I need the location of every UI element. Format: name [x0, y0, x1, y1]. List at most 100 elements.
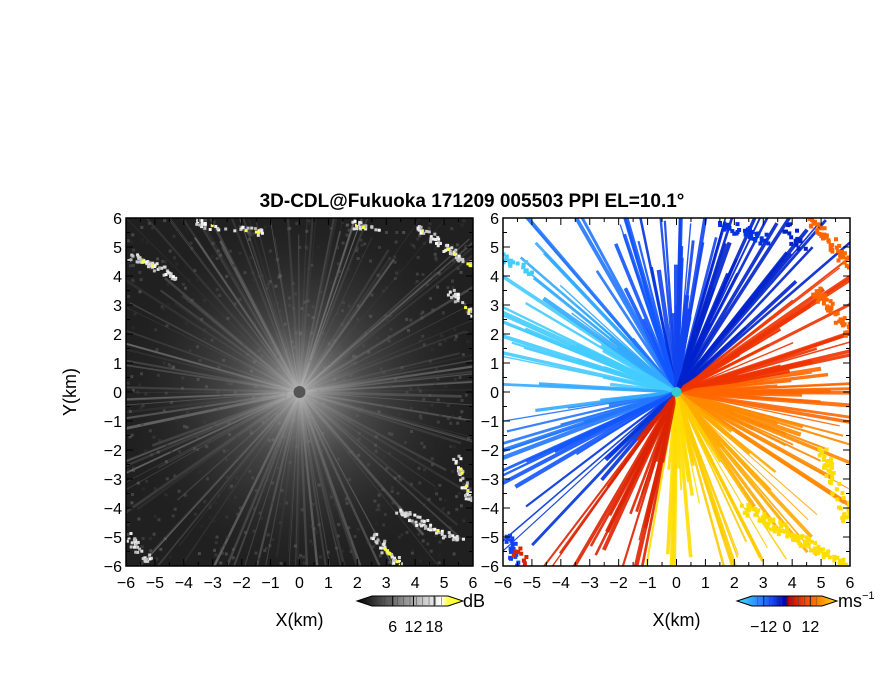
reflectivity-echo-pixel — [457, 466, 460, 470]
reflectivity-echo-pixel — [434, 238, 438, 241]
reflectivity-echo-strong — [244, 229, 248, 233]
velocity-echo-pixel — [521, 558, 526, 563]
velocity-ray — [503, 351, 677, 394]
reflectivity-echo-pixel — [260, 231, 264, 235]
reflectivity-echo-pixel — [436, 236, 440, 239]
x-tick-label: 0 — [672, 575, 681, 592]
reflectivity-echo-pixel — [146, 260, 150, 263]
reflectivity-echo-pixel — [171, 275, 175, 279]
reflectivity-echo-pixel — [450, 296, 453, 299]
velocity-echo-pixel — [840, 319, 845, 323]
reflectivity-echo-pixel — [133, 545, 136, 549]
reflectivity-echo-pixel — [433, 232, 437, 236]
reflectivity-echo-pixel — [456, 296, 460, 300]
reflectivity-echo-strong — [420, 229, 424, 233]
velocity-echo-pixel — [838, 506, 843, 511]
reflectivity-echo-pixel — [470, 314, 473, 318]
y-tick-label: −4 — [481, 501, 499, 518]
velocity-ray — [661, 391, 678, 463]
reflectivity-echo-pixel — [424, 525, 428, 529]
velocity-echo-pixel — [524, 260, 529, 265]
velocity-echo-pixel — [791, 537, 796, 542]
reflectivity-echo-pixel — [457, 259, 461, 263]
reflectivity-colorbar-label: 12 — [405, 619, 423, 636]
velocity-echo-pixel — [753, 512, 758, 517]
reflectivity-echo-strong — [387, 551, 391, 555]
velocity-echo-pixel — [521, 265, 526, 270]
velocity-ray — [525, 390, 678, 463]
velocity-echo-pixel — [822, 465, 827, 470]
velocity-echo-pixel — [826, 549, 831, 554]
velocity-colorbar-label: 0 — [783, 619, 792, 636]
velocity-echo-pixel — [804, 535, 809, 540]
reflectivity-echo-pixel — [134, 550, 138, 554]
reflectivity-echo-pixel — [173, 277, 177, 281]
velocity-echo-pixel — [841, 519, 846, 524]
reflectivity-echo-pixel — [216, 227, 220, 231]
velocity-echo-pixel — [845, 330, 850, 335]
velocity-echo-pixel — [810, 218, 814, 222]
velocity-echo-pixel — [798, 544, 803, 549]
velocity-echo-pixel — [817, 232, 822, 236]
reflectivity-colorbar-label: 18 — [425, 619, 443, 636]
velocity-echo-pixel — [846, 508, 850, 513]
velocity-ticks — [502, 217, 851, 567]
reflectivity-echo-pixel — [158, 266, 162, 270]
velocity-echo-pixel — [508, 555, 513, 560]
velocity-echo-pixel — [804, 541, 808, 546]
velocity-echo-pixel — [530, 270, 534, 275]
y-tick-label: −1 — [104, 414, 122, 431]
velocity-echo-pixel — [841, 255, 846, 260]
velocity-echo-pixel — [785, 534, 790, 539]
velocity-echo-pixel — [842, 260, 847, 265]
reflectivity-echo-pixel — [428, 526, 432, 530]
reflectivity-echo-pixel — [416, 515, 420, 519]
velocity-echo-pixel — [817, 446, 822, 451]
velocity-echo-pixel — [765, 525, 770, 530]
velocity-ray — [675, 330, 850, 395]
reflectivity-echo-pixel — [371, 537, 375, 541]
reflectivity-echo-pixel — [390, 555, 394, 559]
velocity-echo-pixel — [840, 562, 844, 566]
reflectivity-echo-pixel — [374, 228, 378, 232]
reflectivity-echo-pixel — [452, 250, 456, 254]
velocity-colorbar-label: −12 — [750, 619, 777, 636]
velocity-echo-pixel — [813, 221, 817, 226]
velocity-ray — [531, 391, 678, 547]
velocity-echo-pixel — [843, 562, 848, 566]
reflectivity-echo-pixel — [392, 561, 396, 565]
velocity-ray — [573, 218, 679, 393]
velocity-echo-pixel — [847, 569, 851, 573]
velocity-echo-pixel — [510, 545, 515, 550]
velocity-echo-pixel — [821, 301, 826, 306]
reflectivity-echo-pixel — [136, 253, 140, 257]
velocity-echo-pixel — [817, 547, 822, 552]
reflectivity-colorbar-label: 6 — [388, 619, 397, 636]
reflectivity-echo-pixel — [169, 272, 173, 276]
velocity-ray — [676, 390, 804, 429]
velocity-ray — [503, 305, 678, 394]
velocity-echo-pixel — [815, 227, 820, 232]
velocity-ray — [674, 218, 708, 393]
reflectivity-echo-pixel — [375, 532, 379, 536]
reflectivity-echo-pixel — [452, 536, 456, 540]
reflectivity-echo-pixel — [454, 461, 458, 465]
velocity-echo-pixel — [817, 288, 822, 293]
reflectivity-echo-pixel — [456, 293, 460, 297]
reflectivity-echo-pixel — [422, 231, 426, 235]
x-tick-label: 6 — [469, 575, 478, 592]
velocity-ray — [675, 258, 849, 393]
velocity-echo-pixel — [837, 562, 842, 566]
reflectivity-echo-pixel — [135, 260, 139, 264]
velocity-echo-pixel — [847, 325, 850, 329]
velocity-echo-pixel — [847, 510, 850, 515]
reflectivity-echo-pixel — [395, 511, 399, 515]
reflectivity-y-tick-labels: 6 5 4 3 2 1 0 −1 −2 −3 −4 −5 −6 — [104, 211, 122, 576]
reflectivity-echo-pixel — [419, 524, 423, 528]
reflectivity-echo-pixel — [400, 566, 403, 569]
reflectivity-echo-pixel — [156, 267, 160, 271]
reflectivity-echo-pixel — [426, 519, 430, 522]
velocity-echo-pixel — [841, 557, 846, 562]
velocity-echo-pixel — [797, 541, 802, 546]
velocity-ray — [675, 302, 850, 394]
